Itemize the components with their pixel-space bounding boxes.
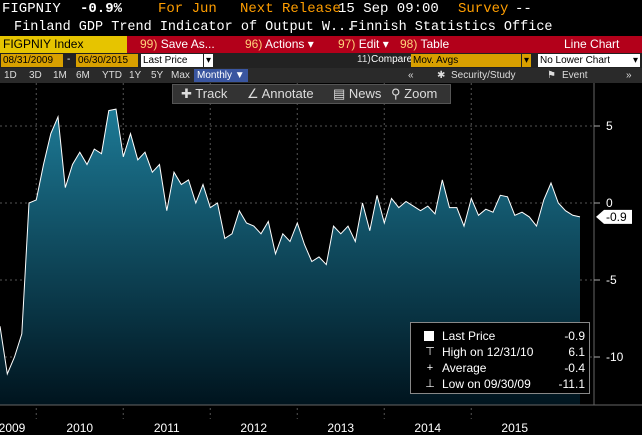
event-icon[interactable]: ⚑ bbox=[547, 70, 556, 81]
x-tick-label: 2015 bbox=[501, 421, 528, 435]
ticker: FIGPNIY bbox=[2, 1, 61, 17]
actions-menu[interactable]: 96) Actions ▾ bbox=[245, 37, 314, 51]
low-marker-icon: ⊥ bbox=[425, 378, 435, 390]
y-tick-label: -5 bbox=[606, 273, 617, 287]
period-max[interactable]: Max bbox=[171, 70, 190, 81]
security-study-button[interactable]: Security/Study bbox=[451, 70, 516, 81]
menu-bar: FIGPNIY Index 99) Save As... 96) Actions… bbox=[0, 36, 642, 53]
lower-chart-select[interactable]: No Lower Chart bbox=[538, 54, 631, 67]
survey-label: Survey bbox=[458, 1, 509, 17]
next-release-value: 15 Sep 09:00 bbox=[338, 1, 439, 17]
gear-icon[interactable]: ✱ bbox=[437, 70, 446, 81]
pencil-icon: ∠ bbox=[247, 86, 259, 101]
expand-icon[interactable]: » bbox=[626, 70, 632, 81]
y-tick-label: 5 bbox=[606, 119, 613, 133]
last-value-pointer bbox=[596, 209, 632, 224]
header-line-1: FIGPNIY -0.9% For Jun Next Release 15 Se… bbox=[0, 0, 642, 19]
crosshair-icon: ✚ bbox=[181, 86, 192, 101]
zoom-button[interactable]: ⚲ Zoom bbox=[391, 86, 438, 101]
chevron-down-icon[interactable]: ▾ bbox=[204, 54, 213, 67]
period-bar: 1D 3D 1M 6M YTD 1Y 5Y Max Monthly ▼ « ✱ … bbox=[0, 68, 642, 83]
edit-menu[interactable]: 97) Edit ▾ bbox=[338, 37, 389, 51]
x-tick-label: 2010 bbox=[66, 421, 93, 435]
news-icon: ▤ bbox=[333, 86, 346, 101]
compare-label: Compare bbox=[371, 54, 413, 65]
table-button[interactable]: 98) Table bbox=[400, 37, 450, 51]
save-as-button[interactable]: 99) Save As... bbox=[140, 37, 215, 51]
compare-num: 11) bbox=[357, 54, 371, 65]
next-release-label: Next Release bbox=[240, 1, 341, 17]
legend-last-price: Last Price -0.9 bbox=[411, 329, 591, 344]
description: Finland GDP Trend Indicator of Output W.… bbox=[14, 20, 355, 35]
last-value-label: -0.9 bbox=[606, 210, 627, 224]
frequency-select[interactable]: Monthly ▼ bbox=[194, 69, 248, 82]
date-bar: 08/31/2009 - 06/30/2015 Last Price ▾ 11)… bbox=[0, 53, 642, 68]
security-field[interactable]: FIGPNIY Index bbox=[0, 36, 127, 53]
period: For Jun bbox=[158, 1, 217, 17]
chevron-down-icon: ▼ bbox=[234, 70, 245, 81]
x-tick-label: 2009 bbox=[0, 421, 26, 435]
period-1y[interactable]: 1Y bbox=[129, 70, 142, 81]
change: -0.9% bbox=[80, 1, 123, 17]
period-1d[interactable]: 1D bbox=[4, 70, 17, 81]
chevron-down-icon[interactable]: ▾ bbox=[522, 54, 531, 67]
legend-average: + Average -0.4 bbox=[411, 361, 591, 376]
end-date-input[interactable]: 06/30/2015 bbox=[76, 54, 138, 67]
compare-select[interactable]: Mov. Avgs bbox=[411, 54, 521, 67]
annotate-button[interactable]: ∠ Annotate bbox=[247, 86, 314, 101]
square-icon bbox=[424, 331, 434, 341]
chevron-down-icon[interactable]: ▾ bbox=[631, 54, 640, 67]
legend-low: ⊥ Low on 09/30/09 -11.1 bbox=[425, 377, 585, 391]
collapse-icon[interactable]: « bbox=[408, 70, 414, 81]
header-line-2: Finland GDP Trend Indicator of Output W.… bbox=[0, 19, 642, 36]
track-button[interactable]: ✚ Track bbox=[181, 86, 228, 101]
period-6m[interactable]: 6M bbox=[76, 70, 90, 81]
chart-toolbar: ✚ Track ∠ Annotate ▤ News ⚲ Zoom bbox=[172, 84, 451, 104]
search-icon: ⚲ bbox=[391, 86, 401, 101]
start-date-input[interactable]: 08/31/2009 bbox=[1, 54, 63, 67]
survey-value: -- bbox=[515, 1, 532, 17]
event-button[interactable]: Event bbox=[562, 70, 588, 81]
legend: Last Price -0.9 ⊤ High on 12/31/10 6.1 +… bbox=[410, 322, 590, 394]
chevron-down-icon: ▾ bbox=[382, 37, 389, 51]
last-value-marker: -0.9 bbox=[596, 209, 632, 224]
period-5y[interactable]: 5Y bbox=[151, 70, 164, 81]
x-tick-label: 2013 bbox=[327, 421, 354, 435]
chevron-down-icon: ▾ bbox=[307, 37, 314, 51]
period-ytd[interactable]: YTD bbox=[102, 70, 122, 81]
period-3d[interactable]: 3D bbox=[29, 70, 42, 81]
field-select[interactable]: Last Price bbox=[141, 54, 203, 67]
y-ticks: 5 0 -5 -10 bbox=[594, 119, 624, 364]
high-marker-icon: ⊤ bbox=[425, 346, 435, 358]
period-1m[interactable]: 1M bbox=[53, 70, 67, 81]
average-marker-icon: + bbox=[426, 362, 434, 374]
y-tick-label: 0 bbox=[606, 196, 613, 210]
x-tick-label: 2012 bbox=[240, 421, 267, 435]
x-tick-label: 2014 bbox=[414, 421, 441, 435]
news-button[interactable]: ▤ News bbox=[333, 86, 382, 101]
y-tick-label: -10 bbox=[606, 350, 624, 364]
x-tick-label: 2011 bbox=[154, 421, 180, 435]
price-line bbox=[0, 108, 581, 376]
view-mode[interactable]: Line Chart bbox=[564, 37, 620, 51]
legend-high: ⊤ High on 12/31/10 6.1 bbox=[425, 345, 585, 359]
date-dash: - bbox=[67, 54, 71, 65]
x-ticks: 2009 2010 2011 2012 2013 2014 2015 bbox=[0, 421, 528, 435]
source: Finnish Statistics Office bbox=[350, 20, 553, 35]
